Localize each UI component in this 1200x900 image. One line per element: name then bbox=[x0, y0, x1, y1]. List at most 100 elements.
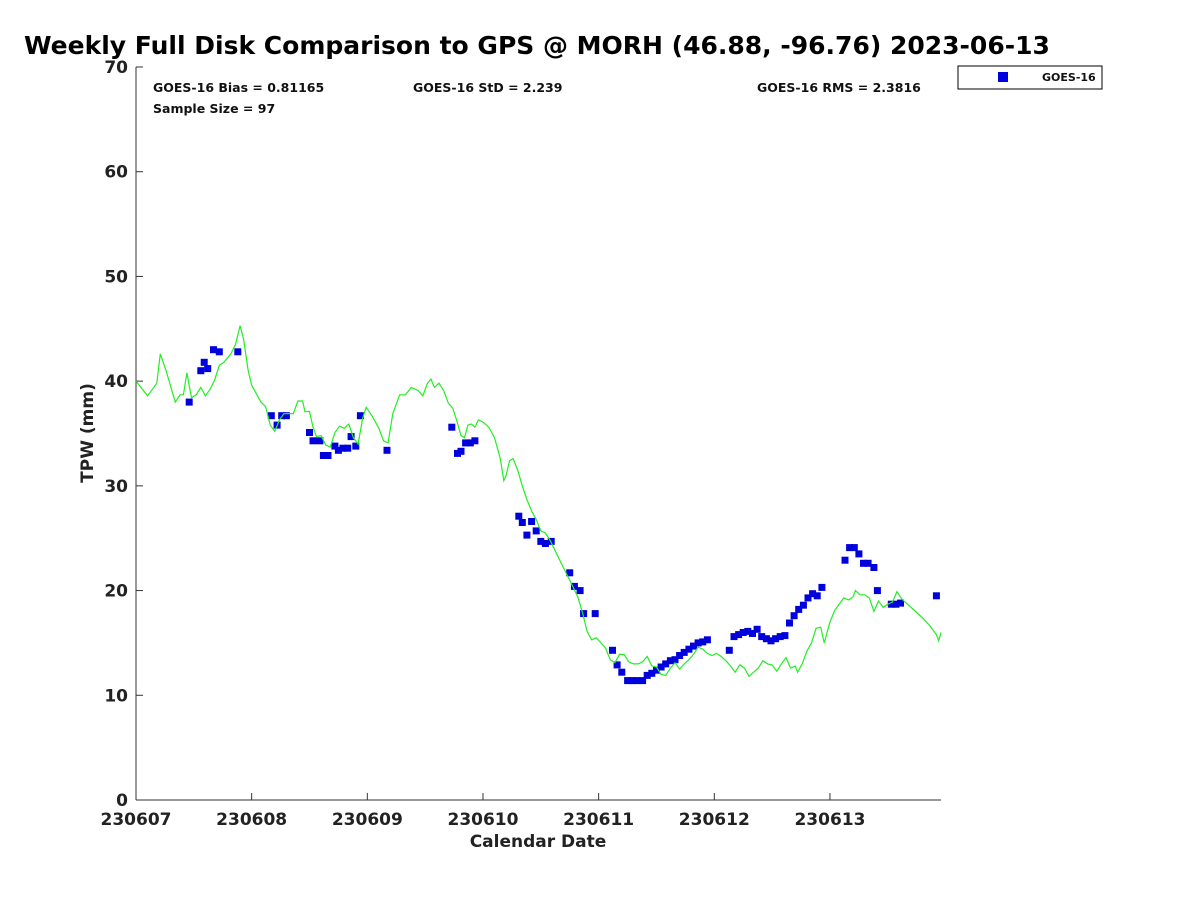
data-point-goes16 bbox=[699, 638, 707, 646]
data-point-goes16 bbox=[204, 365, 212, 373]
data-point-goes16 bbox=[282, 412, 290, 420]
data-point-goes16 bbox=[818, 583, 826, 591]
y-axis-label: TPW (mm) bbox=[78, 383, 98, 483]
data-point-goes16 bbox=[639, 677, 647, 685]
data-point-goes16 bbox=[690, 642, 697, 650]
data-point-goes16 bbox=[809, 590, 817, 598]
data-point-goes16 bbox=[725, 646, 733, 654]
data-point-goes16 bbox=[887, 600, 895, 608]
data-point-goes16 bbox=[767, 637, 775, 645]
data-point-goes16 bbox=[309, 437, 317, 445]
data-point-goes16 bbox=[448, 423, 456, 431]
x-tick-label: 230608 bbox=[216, 810, 287, 830]
data-point-goes16 bbox=[344, 444, 352, 452]
data-point-goes16 bbox=[210, 346, 217, 354]
y-tick-label: 70 bbox=[104, 58, 128, 78]
data-point-goes16 bbox=[331, 442, 339, 450]
data-point-goes16 bbox=[324, 452, 332, 459]
legend-label-goes16: GOES-16 bbox=[1042, 71, 1096, 84]
x-tick-label: 230612 bbox=[679, 810, 750, 830]
data-point-goes16 bbox=[795, 605, 803, 613]
data-point-goes16 bbox=[591, 610, 599, 618]
data-point-goes16 bbox=[316, 437, 324, 445]
data-point-goes16 bbox=[739, 629, 747, 636]
data-point-goes16 bbox=[870, 564, 878, 571]
chart-title: Weekly Full Disk Comparison to GPS @ MOR… bbox=[24, 31, 1050, 60]
x-tick-label: 230613 bbox=[794, 810, 865, 830]
data-point-goes16 bbox=[356, 412, 364, 420]
data-point-goes16 bbox=[772, 635, 780, 643]
data-point-goes16 bbox=[850, 544, 858, 552]
data-point-goes16 bbox=[860, 559, 867, 567]
data-point-goes16 bbox=[804, 594, 812, 602]
data-point-goes16 bbox=[528, 518, 536, 525]
data-point-goes16 bbox=[466, 439, 474, 447]
series-line-gps bbox=[135, 325, 942, 678]
stat-std: GOES-16 StD = 2.239 bbox=[413, 80, 562, 95]
data-point-goes16 bbox=[680, 648, 688, 656]
data-point-goes16 bbox=[892, 600, 900, 608]
data-point-goes16 bbox=[515, 512, 523, 520]
data-point-goes16 bbox=[799, 601, 807, 609]
x-tick-label: 230610 bbox=[447, 810, 518, 830]
data-point-goes16 bbox=[776, 633, 784, 641]
data-point-goes16 bbox=[518, 519, 526, 526]
data-point-goes16 bbox=[694, 639, 702, 647]
data-point-goes16 bbox=[523, 531, 531, 539]
data-point-goes16 bbox=[234, 348, 242, 356]
data-point-goes16 bbox=[197, 367, 205, 375]
data-point-goes16 bbox=[786, 619, 793, 627]
data-point-goes16 bbox=[730, 633, 738, 641]
x-tick-label: 230609 bbox=[332, 810, 403, 830]
data-point-goes16 bbox=[383, 446, 391, 454]
data-point-goes16 bbox=[873, 587, 881, 595]
y-tick-label: 60 bbox=[104, 163, 128, 183]
data-point-goes16 bbox=[278, 412, 286, 420]
x-axis-label: Calendar Date bbox=[470, 832, 607, 852]
y-tick-label: 20 bbox=[104, 582, 128, 602]
data-point-goes16 bbox=[580, 610, 588, 618]
data-point-goes16 bbox=[215, 348, 223, 356]
data-point-goes16 bbox=[758, 633, 766, 641]
data-point-goes16 bbox=[613, 661, 621, 669]
data-point-goes16 bbox=[653, 666, 660, 674]
y-tick-label: 50 bbox=[104, 267, 128, 287]
legend: GOES-16 bbox=[957, 65, 1103, 90]
data-point-goes16 bbox=[648, 669, 656, 677]
data-point-goes16 bbox=[671, 656, 679, 664]
data-point-goes16 bbox=[864, 559, 872, 567]
data-point-goes16 bbox=[932, 592, 940, 600]
y-tick-label: 0 bbox=[116, 791, 128, 811]
data-point-goes16 bbox=[185, 398, 193, 406]
data-point-goes16 bbox=[643, 671, 651, 679]
legend-marker-goes16 bbox=[998, 72, 1008, 82]
data-point-goes16 bbox=[624, 677, 632, 685]
data-point-goes16 bbox=[537, 537, 545, 545]
y-tick-label: 40 bbox=[104, 372, 128, 392]
x-tick-label: 230607 bbox=[101, 810, 172, 830]
data-point-goes16 bbox=[897, 599, 904, 607]
data-point-goes16 bbox=[339, 444, 347, 452]
data-point-goes16 bbox=[471, 437, 479, 445]
data-point-goes16 bbox=[541, 540, 549, 547]
data-point-goes16 bbox=[609, 646, 616, 654]
data-point-goes16 bbox=[841, 556, 849, 564]
plot-area: 0 10 20 30 40 50 60 70 230607 230608 230609 230610 2… bbox=[101, 58, 942, 830]
data-point-goes16 bbox=[657, 663, 665, 671]
data-point-goes16 bbox=[753, 625, 761, 633]
data-point-goes16 bbox=[457, 447, 465, 455]
data-point-goes16 bbox=[662, 660, 670, 668]
stat-rms: GOES-16 RMS = 2.3816 bbox=[757, 80, 921, 95]
data-point-goes16 bbox=[618, 668, 626, 676]
data-point-goes16 bbox=[666, 657, 674, 665]
data-point-goes16 bbox=[762, 635, 770, 643]
data-point-goes16 bbox=[855, 550, 863, 558]
data-point-goes16 bbox=[200, 358, 208, 366]
data-point-goes16 bbox=[813, 592, 821, 600]
data-point-goes16 bbox=[744, 627, 752, 635]
data-point-goes16 bbox=[532, 527, 540, 535]
x-tick-label: 230611 bbox=[563, 810, 634, 830]
data-point-goes16 bbox=[576, 587, 584, 595]
data-point-goes16 bbox=[676, 652, 684, 659]
